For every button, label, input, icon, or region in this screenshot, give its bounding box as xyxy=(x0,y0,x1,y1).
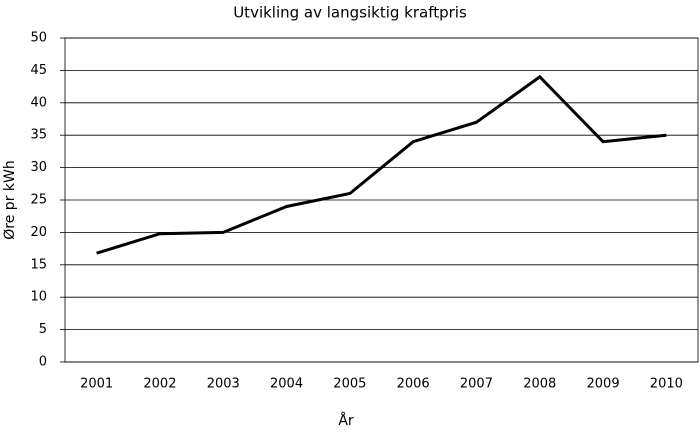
chart-title: Utvikling av langsiktig kraftpris xyxy=(233,4,467,22)
x-tick-label: 2006 xyxy=(397,377,430,392)
x-tick-label: 2007 xyxy=(460,377,493,392)
y-tick-label: 25 xyxy=(30,193,47,208)
y-tick-label: 20 xyxy=(30,225,47,240)
x-tick-label: 2002 xyxy=(143,377,176,392)
x-tick-label: 2001 xyxy=(80,377,113,392)
line xyxy=(96,74,667,255)
x-axis-title: År xyxy=(338,412,354,429)
y-tick-label: 5 xyxy=(39,322,47,337)
y-axis-title: Øre pr kWh xyxy=(2,160,18,239)
y-tick-label: 0 xyxy=(39,355,47,370)
y-tick-label: 15 xyxy=(30,257,47,272)
y-tick-label: 30 xyxy=(30,160,47,175)
x-tick-label: 2004 xyxy=(270,377,303,392)
x-tick-label: 2005 xyxy=(333,377,366,392)
x-tick-label: 2009 xyxy=(587,377,620,392)
y-tick-label: 50 xyxy=(30,31,47,46)
y-tick-label: 40 xyxy=(30,95,47,110)
x-tick-label: 2008 xyxy=(523,377,556,392)
y-tick-label: 35 xyxy=(30,128,47,143)
x-tick-label: 2010 xyxy=(650,377,683,392)
y-tick-label: 45 xyxy=(30,63,47,78)
x-tick-label: 2003 xyxy=(207,377,240,392)
y-tick-label: 10 xyxy=(30,290,47,305)
